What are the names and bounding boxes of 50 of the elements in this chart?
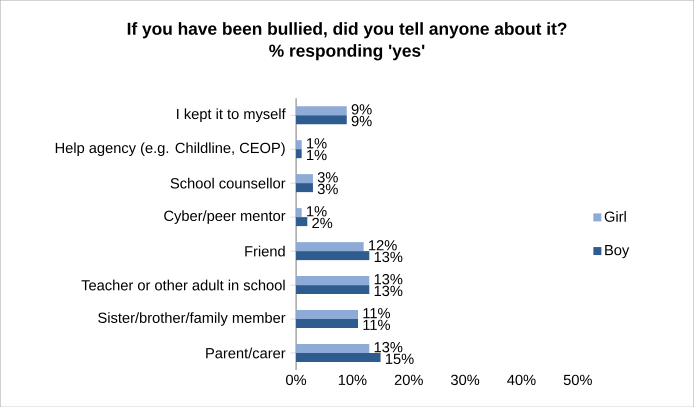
x-tick-label: 30% <box>451 374 480 385</box>
chart-subtitle: % responding 'yes' <box>269 44 424 60</box>
x-tick-label: 50% <box>564 374 592 385</box>
x-tick-label: 0% <box>286 374 306 385</box>
data-label: 2% <box>312 218 332 228</box>
data-label: 1% <box>307 150 327 160</box>
data-label: 1% <box>307 206 327 216</box>
data-label: 13% <box>374 252 402 262</box>
y-tick-label: Teacher or other adult in school <box>82 280 285 290</box>
data-label: 13% <box>374 342 402 352</box>
bar <box>296 174 313 184</box>
bar <box>296 284 370 294</box>
y-tick-label: I kept it to myself <box>177 108 286 122</box>
y-tick-label: Sister/brother/family member <box>98 312 286 326</box>
bar <box>296 344 370 353</box>
bar <box>296 250 370 260</box>
data-label: 12% <box>369 240 397 250</box>
bar <box>296 106 347 116</box>
legend-label: Boy <box>605 244 630 258</box>
data-label: 13% <box>374 274 402 284</box>
y-tick-label: School counsellor <box>170 178 286 188</box>
bar <box>296 208 302 217</box>
legend-label: Girl <box>604 210 626 222</box>
chart-title: If you have been bullied, did you tell anyone about it? <box>128 22 566 38</box>
bar <box>296 149 302 158</box>
data-label: 15% <box>386 354 414 364</box>
data-label: 9% <box>352 104 372 114</box>
bar <box>296 183 313 192</box>
data-label: 11% <box>363 308 390 318</box>
data-label: 9% <box>352 116 372 126</box>
bar <box>296 140 302 150</box>
bar <box>296 115 347 124</box>
bar <box>296 318 358 328</box>
bar <box>296 310 358 319</box>
y-tick-label: Cyber/peer mentor <box>164 210 286 224</box>
x-tick-label: 40% <box>507 374 536 385</box>
data-label: 3% <box>318 184 338 194</box>
bar <box>296 217 308 226</box>
bar <box>296 276 370 285</box>
data-label: 1% <box>307 138 327 148</box>
data-label: 3% <box>318 172 338 182</box>
bar <box>296 352 381 362</box>
y-tick-label: Friend <box>245 246 285 256</box>
x-tick-label: 10% <box>338 374 367 385</box>
data-label: 13% <box>374 286 402 296</box>
y-tick-label: Help agency (e.g. Childline, CEOP) <box>56 142 285 156</box>
bar <box>296 242 364 251</box>
x-tick-label: 20% <box>394 374 423 385</box>
y-tick-label: Parent/carer <box>206 348 286 358</box>
data-label: 11% <box>363 320 390 330</box>
